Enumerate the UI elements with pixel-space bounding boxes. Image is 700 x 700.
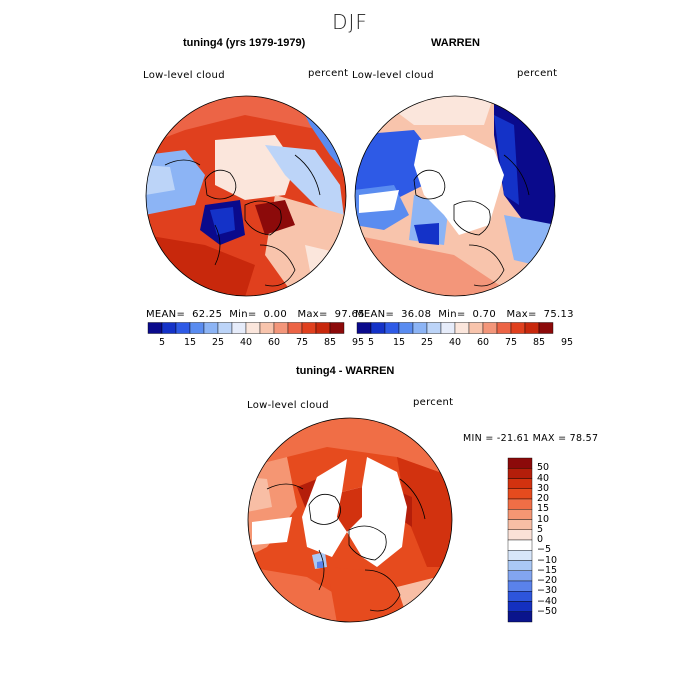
- colorbar-tick-label: 20: [537, 493, 550, 504]
- colorbar-tick-label: 95: [351, 337, 365, 348]
- colorbar-tick-label: 10: [537, 513, 550, 525]
- colorbar-swatch: [507, 468, 533, 479]
- colorbar-swatch: [189, 322, 205, 334]
- colorbar-swatch: [538, 322, 554, 334]
- colorbar-difference: [507, 457, 533, 623]
- colorbar-tick-label: −5: [537, 544, 552, 556]
- colorbar-swatch: [412, 322, 428, 334]
- colorbar-tick-label: 85: [323, 337, 337, 348]
- colorbar-swatch: [147, 322, 163, 334]
- colorbar-obs: [356, 322, 554, 334]
- colorbar-tick-label: 25: [420, 337, 434, 348]
- colorbar-swatch: [426, 322, 442, 334]
- colorbar-swatch: [507, 539, 533, 551]
- panel-title-model: tuning4 (yrs 1979-1979): [183, 37, 306, 49]
- panel-title-difference: tuning4 - WARREN: [296, 365, 395, 377]
- colorbar-swatch: [507, 611, 533, 623]
- colorbar-tick-label: 15: [183, 337, 197, 348]
- stats-obs: MEAN= 36.08 Min= 0.70 Max= 75.13: [355, 309, 574, 320]
- minmax-text: MIN = -21.61 MAX = 78.57: [463, 433, 599, 444]
- polar-map-difference: [247, 417, 453, 623]
- colorbar-swatch: [175, 322, 191, 334]
- colorbar-swatch: [507, 570, 533, 582]
- colorbar-tick-label: 50: [537, 462, 550, 474]
- colorbar-swatch: [524, 322, 540, 334]
- colorbar-tick-label: −40: [537, 595, 558, 607]
- colorbar-tick-label: 5: [158, 337, 166, 348]
- stats-model: MEAN= 62.25 Min= 0.00 Max= 97.65: [146, 309, 365, 320]
- colorbar-swatch: [507, 519, 533, 530]
- colorbar-tick-label: −50: [537, 605, 558, 617]
- colorbar-swatch: [507, 509, 533, 520]
- colorbar-swatch: [398, 322, 414, 334]
- panel-title-obs: WARREN: [431, 37, 480, 49]
- units-label-left: percent: [308, 68, 349, 79]
- colorbar-tick-label: 15: [392, 337, 406, 348]
- colorbar-tick-label: 5: [367, 337, 375, 348]
- colorbar-tick-label: 60: [476, 337, 490, 348]
- colorbar-tick-label: 5: [537, 523, 544, 535]
- colorbar-tick-label: 30: [537, 482, 550, 494]
- variable-label-right: Low-level cloud: [352, 70, 434, 81]
- colorbar-swatch: [259, 322, 275, 334]
- colorbar-swatch: [468, 322, 484, 334]
- colorbar-swatch: [203, 322, 219, 334]
- colorbar-swatch: [454, 322, 470, 334]
- colorbar-tick-label: −10: [537, 554, 558, 566]
- polar-map-obs: [354, 95, 556, 297]
- variable-label-diff: Low-level cloud: [247, 400, 329, 411]
- colorbar-swatch: [507, 529, 533, 541]
- colorbar-tick-label: −30: [537, 585, 558, 597]
- colorbar-swatch: [273, 322, 289, 334]
- colorbar-swatch: [384, 322, 400, 334]
- colorbar-swatch: [507, 478, 533, 489]
- colorbar-tick-label: 25: [211, 337, 225, 348]
- polar-map-model: [145, 95, 347, 297]
- colorbar-swatch: [370, 322, 386, 334]
- colorbar-swatch: [507, 498, 533, 510]
- colorbar-swatch: [507, 457, 533, 469]
- colorbar-swatch: [496, 322, 512, 334]
- colorbar-swatch: [287, 322, 303, 334]
- season-title: DJF: [332, 10, 368, 34]
- colorbar-tick-label: 40: [239, 337, 253, 348]
- colorbar-swatch: [231, 322, 247, 334]
- colorbar-swatch: [245, 322, 261, 334]
- colorbar-tick-label: 40: [448, 337, 462, 348]
- colorbar-tick-label: 95: [560, 337, 574, 348]
- colorbar-swatch: [507, 580, 533, 592]
- colorbar-obs-ticks: 5 15 25 40 60 75 85 95: [355, 337, 573, 349]
- colorbar-swatch: [482, 322, 498, 334]
- colorbar-tick-label: 75: [295, 337, 309, 348]
- colorbar-swatch: [315, 322, 331, 334]
- colorbar-tick-label: 15: [537, 503, 550, 515]
- colorbar-swatch: [507, 601, 533, 612]
- units-label-diff: percent: [413, 397, 454, 408]
- colorbar-swatch: [301, 322, 317, 334]
- variable-label-left: Low-level cloud: [143, 70, 225, 81]
- colorbar-swatch: [507, 550, 533, 561]
- colorbar-tick-label: 60: [267, 337, 281, 348]
- colorbar-tick-label: 75: [504, 337, 518, 348]
- colorbar-swatch: [217, 322, 233, 334]
- colorbar-swatch: [507, 560, 533, 571]
- colorbar-tick-label: 40: [537, 472, 550, 484]
- colorbar-model: [147, 322, 345, 334]
- colorbar-tick-label: 0: [537, 534, 544, 545]
- colorbar-swatch: [510, 322, 526, 334]
- units-label-right: percent: [517, 68, 558, 79]
- colorbar-swatch: [356, 322, 372, 334]
- colorbar-tick-label: −20: [537, 575, 558, 586]
- colorbar-model-ticks: 5 15 25 40 60 75 85 95: [146, 337, 364, 349]
- colorbar-swatch: [440, 322, 456, 334]
- colorbar-swatch: [507, 591, 533, 602]
- colorbar-tick-label: −15: [537, 564, 558, 576]
- colorbar-difference-labels: 50 40 30 20 15 10 5 0 −5 −10 −15 −20 −30 −40 −50: [537, 457, 577, 623]
- colorbar-tick-label: 85: [532, 337, 546, 348]
- colorbar-swatch: [329, 322, 345, 334]
- colorbar-swatch: [161, 322, 177, 334]
- colorbar-swatch: [507, 488, 533, 500]
